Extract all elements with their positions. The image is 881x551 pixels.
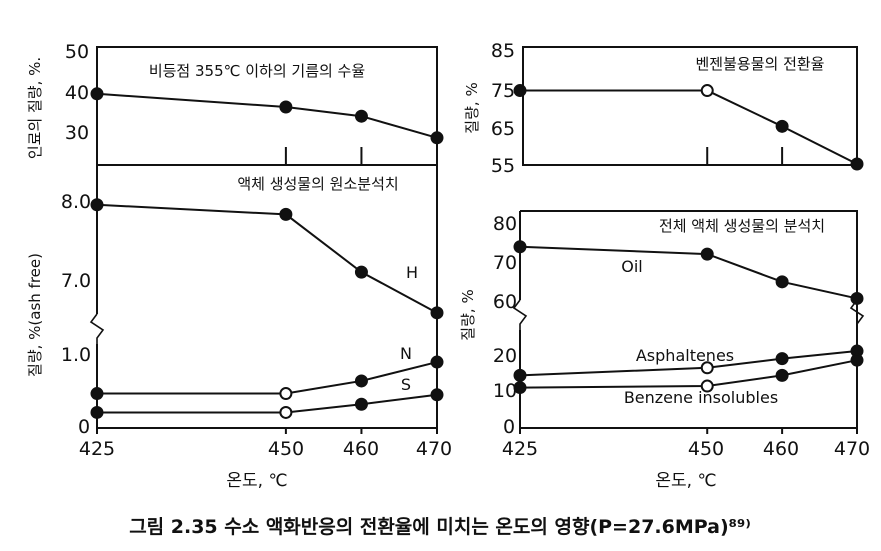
data-point xyxy=(279,207,293,221)
panel-elemental-analysis: 액체 생성물의 원소분석치 8.0 7.0 1.0 0 질량, %(ash fr… xyxy=(26,164,452,491)
y-tick-label: 40 xyxy=(65,82,89,104)
series-label-h: H xyxy=(406,263,418,282)
y-tick-label: 55 xyxy=(491,155,515,177)
data-point xyxy=(430,388,444,402)
y-tick-label: 10 xyxy=(493,380,517,402)
y-tick-label: 1.0 xyxy=(61,344,91,366)
y-tick-label: 65 xyxy=(491,118,515,140)
data-point xyxy=(700,379,714,393)
x-tick-label: 425 xyxy=(79,438,115,460)
y-axis-label: 질량, % xyxy=(459,289,477,340)
series-label-benzene-insolubles: Benzene insolubles xyxy=(624,388,778,407)
panel-liquid-product-analysis: 전체 액체 생성물의 분석치 80 70 60 20 10 0 질량, % 42… xyxy=(459,210,870,491)
data-point xyxy=(430,131,444,145)
x-tick-label: 470 xyxy=(416,438,452,460)
y-tick-label: 30 xyxy=(65,122,89,144)
series-label-asphaltenes: Asphaltenes xyxy=(636,346,734,365)
panel-title: 전체 액체 생성물의 분석치 xyxy=(659,217,825,235)
data-point xyxy=(354,397,368,411)
x-tick-label: 470 xyxy=(834,438,870,460)
data-point xyxy=(700,84,714,98)
x-tick-label: 450 xyxy=(268,438,304,460)
data-point xyxy=(850,291,864,305)
axis-break-mark xyxy=(512,299,528,330)
series-label-oil: Oil xyxy=(621,257,642,276)
axis-break-mark xyxy=(89,313,105,344)
figure-caption: 그림 2.35 수소 액화반응의 전환율에 미치는 온도의 영향(P=27.6M… xyxy=(129,516,751,538)
y-tick-label: 0 xyxy=(503,416,515,438)
series-line xyxy=(97,361,438,395)
y-tick-label: 50 xyxy=(65,41,89,63)
panel-frame xyxy=(96,164,438,429)
y-tick-label: 7.0 xyxy=(61,270,91,292)
series-line xyxy=(96,92,438,139)
data-point xyxy=(90,198,104,212)
y-axis-label: 질량, %(ash free) xyxy=(26,253,44,377)
y-tick-label: 8.0 xyxy=(61,191,91,213)
x-axis-label: 온도, ℃ xyxy=(655,471,716,491)
axis-break-mark xyxy=(849,299,865,330)
series-label-n: N xyxy=(400,344,412,363)
data-point xyxy=(90,87,104,101)
panel-benzene-conversion: 벤젠불용물의 전환율 85 75 65 55 질량, % xyxy=(463,40,864,177)
y-tick-label: 80 xyxy=(493,213,517,235)
series-line xyxy=(96,203,438,314)
data-point xyxy=(775,275,789,289)
series-line xyxy=(520,89,858,165)
y-tick-label: 75 xyxy=(491,80,515,102)
series-line xyxy=(519,245,858,300)
y-axis-label: 질량, % xyxy=(463,82,481,133)
x-axis-label: 온도, ℃ xyxy=(226,471,287,491)
data-point xyxy=(279,405,293,419)
y-tick-label: 70 xyxy=(493,252,517,274)
data-point xyxy=(430,306,444,320)
panel-title: 액체 생성물의 원소분석치 xyxy=(237,175,398,193)
y-tick-label: 20 xyxy=(493,345,517,367)
y-tick-label: 85 xyxy=(491,40,515,62)
x-tick-label: 460 xyxy=(343,438,379,460)
data-point xyxy=(775,352,789,366)
data-point xyxy=(513,240,527,254)
data-point xyxy=(354,374,368,388)
y-tick-label: 60 xyxy=(493,291,517,313)
data-point xyxy=(513,368,527,382)
data-point xyxy=(513,381,527,395)
series-label-s: S xyxy=(401,375,411,394)
series-line xyxy=(97,393,438,414)
data-point xyxy=(513,84,527,98)
x-tick-label: 460 xyxy=(763,438,799,460)
x-tick-label: 450 xyxy=(688,438,724,460)
data-point xyxy=(700,247,714,261)
data-point xyxy=(354,265,368,279)
data-point xyxy=(775,119,789,133)
panel-title: 비등점 355℃ 이하의 기름의 수율 xyxy=(149,62,365,80)
data-point xyxy=(90,405,104,419)
data-point xyxy=(354,109,368,123)
panel-frame xyxy=(522,46,858,166)
data-point xyxy=(700,361,714,375)
data-point xyxy=(90,387,104,401)
series-line xyxy=(519,350,858,377)
panel-oil-yield: 비등점 355℃ 이하의 기름의 수율 50 40 30 인료의 질량, %. xyxy=(26,41,444,166)
data-point xyxy=(279,387,293,401)
data-point xyxy=(850,353,864,367)
data-point xyxy=(775,368,789,382)
series-line xyxy=(519,359,858,389)
panel-title: 벤젠불용물의 전환율 xyxy=(696,55,825,73)
data-point xyxy=(279,100,293,114)
y-tick-label: 0 xyxy=(78,416,90,438)
data-point xyxy=(430,355,444,369)
y-axis-label: 인료의 질량, %. xyxy=(26,57,44,159)
data-point xyxy=(850,157,864,171)
x-tick-label: 425 xyxy=(502,438,538,460)
